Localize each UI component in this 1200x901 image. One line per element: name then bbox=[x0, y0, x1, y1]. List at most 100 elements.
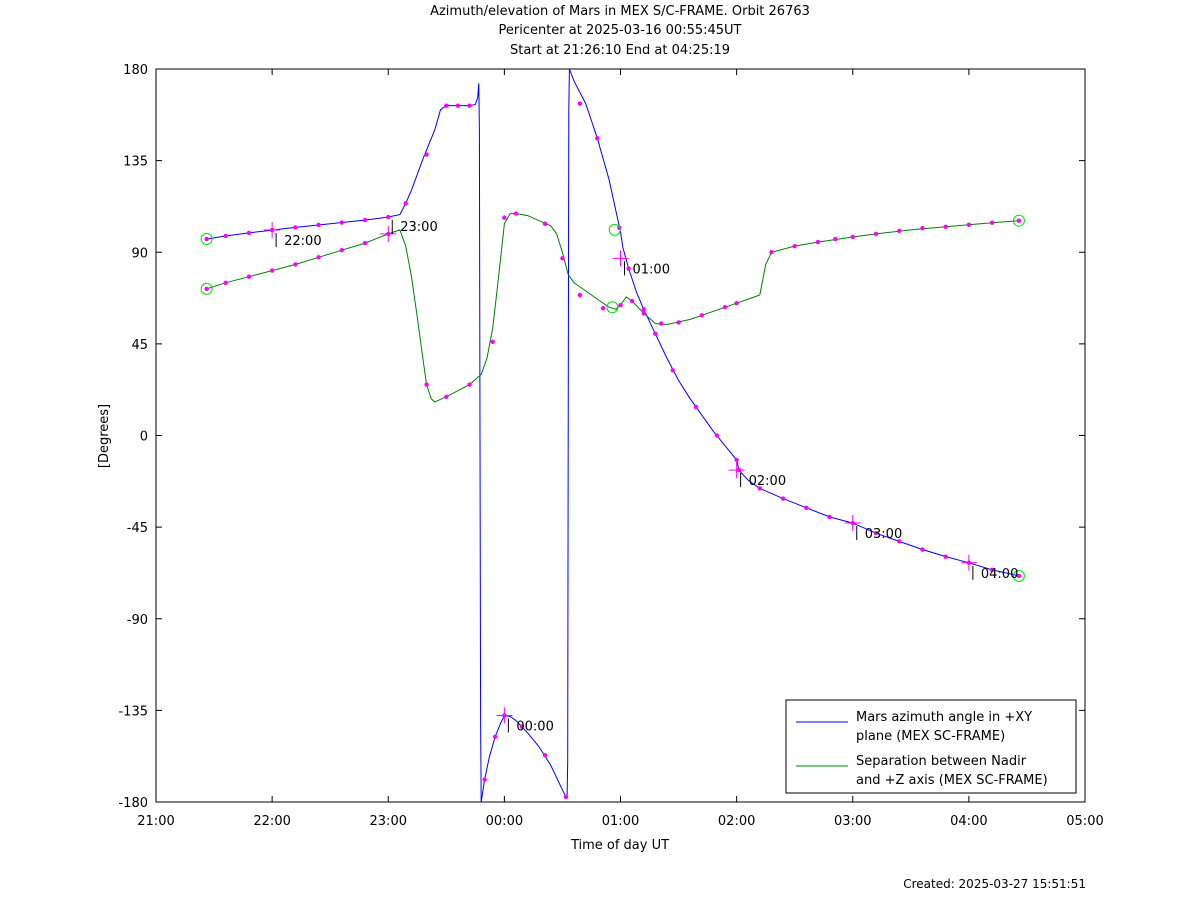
x-tick-label: 00:00 bbox=[486, 814, 523, 829]
marker-azimuth bbox=[482, 777, 487, 782]
marker-azimuth bbox=[223, 233, 228, 239]
hour-label-azimuth: 22:00 bbox=[284, 234, 321, 249]
marker-separation bbox=[641, 311, 646, 316]
marker-azimuth bbox=[693, 404, 699, 410]
marker-separation bbox=[850, 234, 855, 240]
marker-separation bbox=[316, 255, 321, 260]
marker-separation bbox=[966, 222, 972, 227]
legend-label-azimuth-2: plane (MEX SC-FRAME) bbox=[856, 729, 1005, 744]
marker-azimuth bbox=[424, 152, 429, 157]
marker-separation bbox=[600, 306, 606, 311]
marker-separation bbox=[223, 280, 228, 285]
marker-azimuth bbox=[626, 266, 631, 271]
marker-azimuth bbox=[641, 307, 646, 312]
marker-azimuth bbox=[467, 103, 472, 108]
series-lines bbox=[206, 68, 1020, 803]
endpoint-circle-azimuth bbox=[200, 233, 213, 246]
endpoint-circle-separation bbox=[1012, 214, 1025, 227]
marker-separation bbox=[699, 313, 704, 318]
marker-azimuth bbox=[1016, 573, 1022, 579]
marker-azimuth bbox=[386, 214, 391, 220]
marker-separation bbox=[293, 262, 298, 267]
marker-azimuth bbox=[246, 230, 252, 236]
legend-label-separation-1: Separation between Nadir bbox=[856, 754, 1027, 769]
marker-separation bbox=[989, 220, 995, 225]
y-axis-label: [Degrees] bbox=[97, 404, 112, 468]
marker-separation bbox=[362, 240, 368, 246]
marker-azimuth bbox=[873, 531, 879, 536]
time-annotations: 22:00 00:00 01:00 02:00 03:00 04:00 23:00 bbox=[264, 219, 1018, 734]
hour-label-azimuth: 01:00 bbox=[633, 262, 670, 277]
marker-separation bbox=[513, 211, 519, 216]
marker-separation bbox=[444, 394, 449, 400]
created-timestamp: Created: 2025-03-27 15:51:51 bbox=[903, 877, 1086, 891]
marker-separation bbox=[897, 228, 902, 234]
axis-ticks: 21:00 22:00 23:00 00:00 01:00 02:00 03:00 04:00… bbox=[118, 63, 1103, 829]
hour-label-azimuth: 04:00 bbox=[981, 567, 1018, 582]
x-tick-label: 22:00 bbox=[253, 814, 290, 829]
marker-azimuth bbox=[595, 136, 600, 141]
plot-area bbox=[155, 68, 1086, 803]
marker-azimuth bbox=[804, 505, 809, 510]
x-tick-label: 01:00 bbox=[602, 814, 639, 829]
marker-separation bbox=[339, 248, 344, 253]
marker-separation bbox=[502, 215, 507, 220]
marker-azimuth bbox=[339, 220, 344, 225]
x-axis-label: Time of day UT bbox=[570, 838, 669, 853]
marker-separation bbox=[542, 221, 548, 226]
marker-azimuth bbox=[542, 752, 548, 758]
marker-separation bbox=[560, 256, 565, 261]
marker-separation bbox=[618, 302, 623, 308]
marker-azimuth bbox=[670, 368, 675, 373]
hour-label-separation: 23:00 bbox=[400, 220, 437, 235]
legend-label-azimuth-1: Mars azimuth angle in +XY bbox=[856, 710, 1032, 725]
marker-azimuth bbox=[653, 331, 658, 336]
y-tick-label: 180 bbox=[123, 63, 148, 78]
marker-azimuth bbox=[897, 539, 902, 544]
x-tick-label: 02:00 bbox=[718, 814, 755, 829]
chart-title-line-2: Pericenter at 2025-03-16 00:55:45UT bbox=[498, 23, 742, 38]
marker-separation bbox=[204, 286, 209, 292]
marker-azimuth bbox=[714, 433, 720, 438]
legend-label-separation-2: and +Z axis (MEX SC-FRAME) bbox=[856, 773, 1048, 788]
marker-separation bbox=[833, 236, 838, 242]
marker-separation bbox=[769, 250, 774, 255]
marker-separation bbox=[658, 321, 664, 326]
marker-separation bbox=[943, 224, 948, 229]
marker-separation bbox=[246, 274, 252, 279]
marker-azimuth bbox=[362, 217, 368, 223]
marker-azimuth bbox=[827, 514, 832, 520]
y-tick-label: 135 bbox=[123, 155, 148, 170]
y-tick-label: -90 bbox=[127, 613, 148, 628]
series-line-separation bbox=[206, 213, 1019, 403]
marker-separation bbox=[467, 382, 472, 387]
marker-separation bbox=[629, 298, 635, 304]
y-tick-label: -135 bbox=[118, 704, 148, 719]
marker-azimuth bbox=[757, 486, 763, 491]
marker-azimuth bbox=[455, 103, 461, 108]
marker-azimuth bbox=[563, 794, 569, 800]
hour-label-azimuth: 00:00 bbox=[516, 719, 553, 734]
marker-separation bbox=[920, 226, 925, 231]
endpoint-circle-separation bbox=[200, 282, 213, 295]
hour-label-azimuth: 02:00 bbox=[749, 474, 786, 489]
x-tick-label: 04:00 bbox=[950, 814, 987, 829]
x-tick-label: 21:00 bbox=[137, 814, 174, 829]
marker-azimuth bbox=[403, 201, 408, 206]
series-markers bbox=[200, 101, 1025, 800]
marker-separation bbox=[722, 305, 728, 310]
endpoint-circle-separation bbox=[608, 223, 621, 236]
y-tick-label: -180 bbox=[118, 796, 148, 811]
series-line-azimuth bbox=[206, 83, 482, 803]
x-tick-label: 23:00 bbox=[370, 814, 407, 829]
marker-separation bbox=[1016, 218, 1022, 223]
marker-azimuth bbox=[920, 547, 925, 552]
marker-separation bbox=[269, 268, 275, 273]
y-tick-label: -45 bbox=[127, 521, 148, 536]
plot-frame bbox=[155, 68, 1086, 803]
marker-azimuth bbox=[316, 222, 321, 228]
hour-label-azimuth: 03:00 bbox=[865, 527, 902, 542]
y-tick-label: 45 bbox=[131, 338, 148, 353]
marker-azimuth bbox=[989, 567, 995, 573]
legend: Mars azimuth angle in +XY plane (MEX SC-… bbox=[785, 699, 1077, 794]
